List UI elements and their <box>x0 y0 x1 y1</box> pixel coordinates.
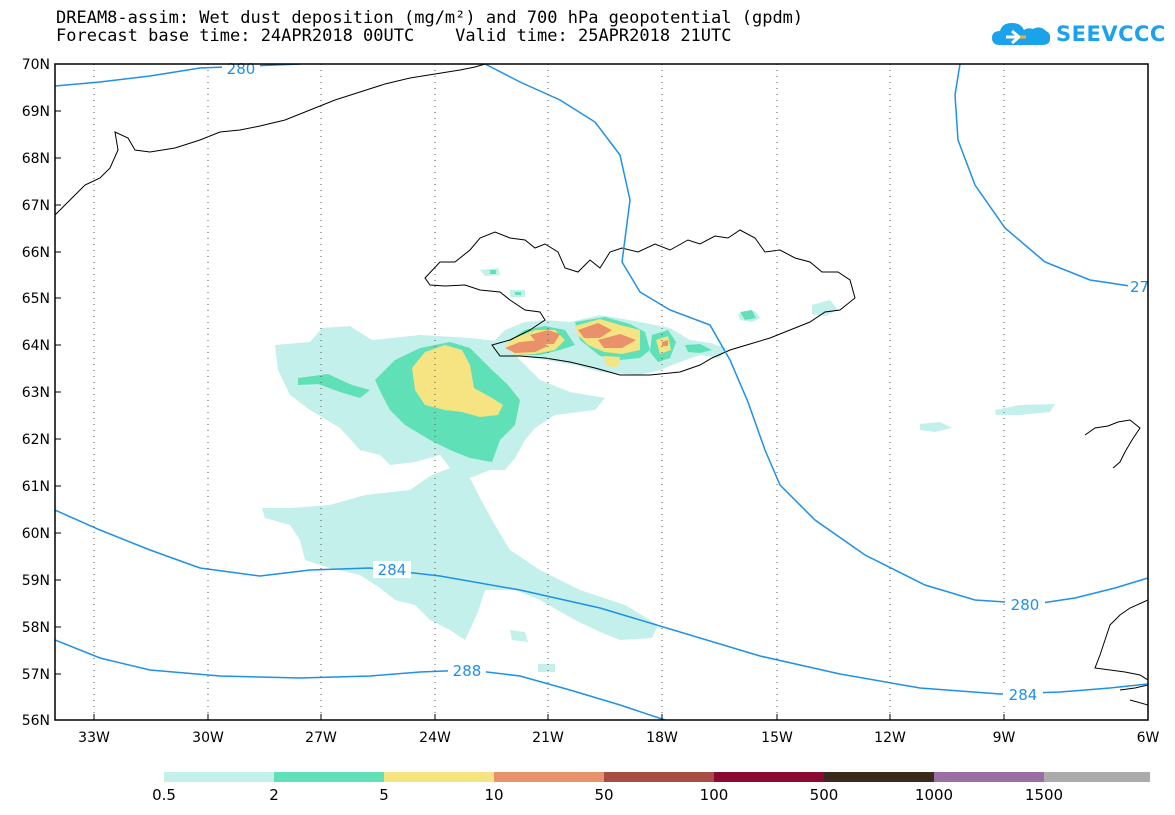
deposition-level-0.5 <box>262 268 1055 672</box>
map-area <box>55 64 1148 720</box>
contour-label: 280 <box>227 60 256 78</box>
contour-label: 284 <box>378 561 407 579</box>
lat-label: 69N <box>22 104 50 120</box>
lon-labels: 33W 30W 27W 24W 21W 18W 15W 12W 9W 6W <box>78 730 1159 746</box>
lat-label: 60N <box>22 526 50 542</box>
lat-label: 59N <box>22 573 50 589</box>
lat-label: 70N <box>22 57 50 73</box>
legend-swatch <box>604 772 714 782</box>
legend-swatch <box>274 772 384 782</box>
contour-label: 27 <box>1130 278 1149 296</box>
lon-label: 30W <box>192 730 224 746</box>
contour-280-top <box>55 64 301 87</box>
legend-swatch <box>714 772 824 782</box>
lon-label: 18W <box>646 730 678 746</box>
legend-swatch <box>384 772 494 782</box>
lat-label: 65N <box>22 291 50 307</box>
map-title-line-2: Forecast base time: 24APR2018 00UTC Vali… <box>56 26 732 46</box>
legend-swatch <box>494 772 604 782</box>
contour-27-right <box>954 64 1148 289</box>
iceland-coastline <box>424 229 856 376</box>
legend-tick: 50 <box>594 786 613 804</box>
map-title-line-1: DREAM8-assim: Wet dust deposition (mg/m²… <box>56 8 804 28</box>
lat-label: 67N <box>22 198 50 214</box>
greenland-coastline <box>55 64 486 216</box>
lat-label: 57N <box>22 667 50 683</box>
lon-label: 12W <box>874 730 906 746</box>
lat-label: 61N <box>22 479 50 495</box>
lat-label: 58N <box>22 620 50 636</box>
lat-labels: 70N 69N 68N 67N 66N 65N 64N 63N 62N 61N … <box>22 57 50 729</box>
legend-tick: 100 <box>700 786 729 804</box>
legend-tick: 1000 <box>915 786 953 804</box>
legend-swatch <box>164 772 274 782</box>
color-legend: 0.5 2 5 10 50 100 500 1000 1500 <box>152 772 1150 804</box>
lat-label: 63N <box>22 385 50 401</box>
cloud-icon <box>992 23 1051 45</box>
lon-label: 15W <box>761 730 793 746</box>
lon-label: 33W <box>78 730 110 746</box>
legend-tick: 0.5 <box>152 786 176 804</box>
lon-label: 9W <box>993 730 1016 746</box>
coastlines <box>55 64 1148 706</box>
lon-label: 24W <box>419 730 451 746</box>
lon-label: 6W <box>1137 730 1160 746</box>
legend-tick: 10 <box>484 786 503 804</box>
lon-label: 27W <box>305 730 337 746</box>
map-grid <box>93 64 1005 720</box>
seevccc-logo: SEEVCCC <box>990 20 1166 48</box>
legend-tick: 1500 <box>1025 786 1063 804</box>
legend-swatch <box>824 772 934 782</box>
deposition-level-10 <box>505 323 668 353</box>
logo-text: SEEVCCC <box>1056 22 1166 46</box>
contour-label: 280 <box>1011 596 1040 614</box>
scotland-coastline <box>1094 599 1148 706</box>
lat-label: 62N <box>22 432 50 448</box>
legend-tick: 2 <box>269 786 279 804</box>
contour-288 <box>55 639 666 720</box>
legend-tick: 5 <box>379 786 389 804</box>
faroe-coastline <box>1084 419 1141 469</box>
lat-label: 66N <box>22 245 50 261</box>
legend-swatch <box>1044 772 1150 782</box>
axis-ticks <box>55 63 1005 721</box>
contour-label: 288 <box>453 662 482 680</box>
lat-label: 64N <box>22 338 50 354</box>
lon-label: 21W <box>532 730 564 746</box>
legend-tick: 500 <box>810 786 839 804</box>
contour-label: 284 <box>1009 686 1038 704</box>
lat-label: 68N <box>22 151 50 167</box>
lat-label: 56N <box>22 713 50 729</box>
legend-swatch <box>934 772 1044 782</box>
